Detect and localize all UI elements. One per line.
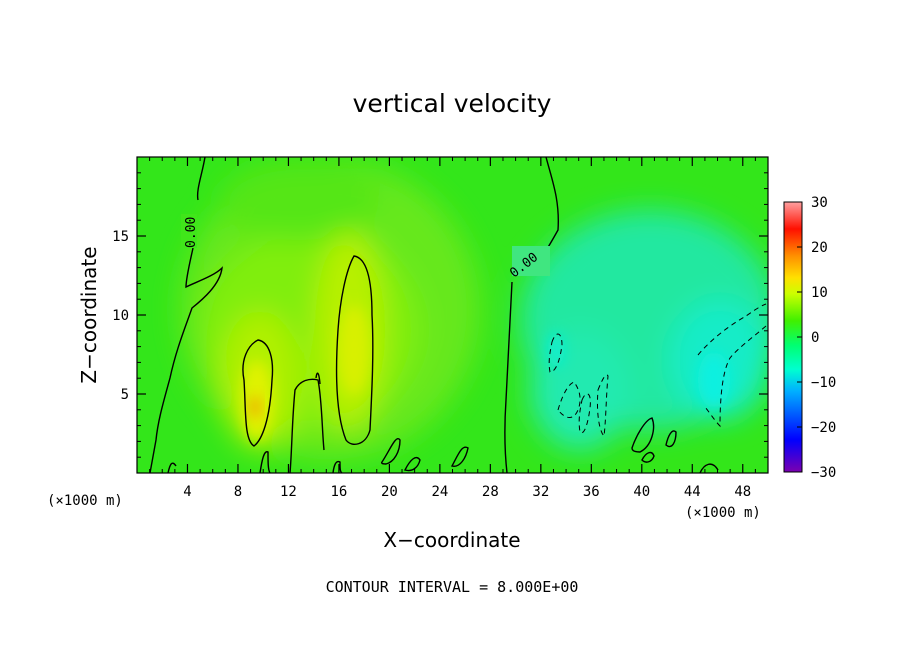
y-axis-label: Z−coordinate xyxy=(77,246,101,383)
x-tick-label: 32 xyxy=(532,484,549,500)
x-tick-label: 12 xyxy=(280,484,297,500)
x-tick-label: 40 xyxy=(633,484,650,500)
colorbar-tick-label: −20 xyxy=(811,420,836,436)
y-tick-label: 10 xyxy=(112,308,129,324)
colorbar-tick-label: 30 xyxy=(811,195,828,211)
y-tick-label: 15 xyxy=(112,229,129,245)
plot-field: 0.00 0.00 xyxy=(137,157,768,473)
y-tick-label: 5 xyxy=(121,387,129,403)
zero-contours xyxy=(149,157,719,473)
colorbar-tick-label: 10 xyxy=(811,285,828,301)
colorbar-tick-label: 0 xyxy=(811,330,819,346)
colorbar-tick-label: −10 xyxy=(811,375,836,391)
colorbar-ticks: 30 20 10 0 −10 −20 −30 xyxy=(797,195,836,481)
x-tick-label: 36 xyxy=(583,484,600,500)
y-axis: 5 10 15 xyxy=(112,172,768,458)
contour-label-left: 0.00 xyxy=(184,217,199,248)
x-tick-label: 48 xyxy=(734,484,751,500)
x-tick-label: 20 xyxy=(381,484,398,500)
x-unit-right: (×1000 m) xyxy=(685,505,761,521)
colorbar-tick-label: 20 xyxy=(811,240,828,256)
x-axis-label: X−coordinate xyxy=(383,528,520,552)
colorbar-tick-label: −30 xyxy=(811,465,836,481)
x-unit-left: (×1000 m) xyxy=(47,493,123,509)
x-tick-label: 24 xyxy=(431,484,448,500)
x-tick-label: 4 xyxy=(183,484,191,500)
negative-contours xyxy=(548,303,767,438)
x-axis: 4 8 12 16 20 24 28 32 36 40 44 48 xyxy=(149,157,756,500)
x-tick-label: 8 xyxy=(234,484,242,500)
x-tick-label: 44 xyxy=(684,484,701,500)
x-tick-label: 28 xyxy=(482,484,499,500)
chart-title: vertical velocity xyxy=(353,89,552,118)
x-tick-label: 16 xyxy=(330,484,347,500)
contour-interval-note: CONTOUR INTERVAL = 8.000E+00 xyxy=(326,578,579,596)
